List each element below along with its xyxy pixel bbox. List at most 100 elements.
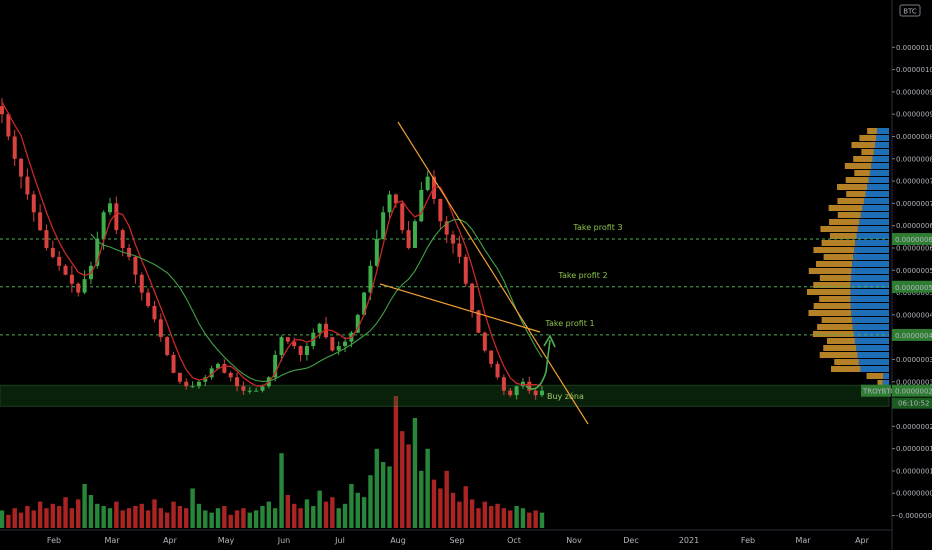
- profile-bar-gold: [812, 331, 854, 337]
- candle-body: [273, 355, 278, 378]
- level-price-box: [892, 328, 932, 341]
- volume-bar: [203, 510, 208, 528]
- candle-body: [114, 203, 119, 231]
- x-tick-label: Jun: [277, 536, 291, 545]
- candle-body: [425, 176, 430, 190]
- profile-bar-blue: [876, 128, 889, 134]
- profile-bar-blue: [859, 219, 889, 225]
- candle-body: [247, 390, 252, 392]
- x-tick-label: Sep: [449, 536, 464, 545]
- volume-bar: [37, 501, 43, 528]
- candle-body: [406, 230, 411, 248]
- profile-bar-gold: [821, 240, 856, 246]
- volume-bar: [69, 508, 75, 528]
- profile-bar-gold: [808, 268, 852, 274]
- profile-bar-blue: [873, 149, 889, 155]
- candle-body: [444, 221, 449, 235]
- profile-bar-blue: [883, 373, 889, 379]
- volume-bar: [139, 503, 144, 528]
- candle-body: [279, 337, 284, 355]
- volume-bar: [152, 499, 157, 528]
- profile-bar-blue: [865, 191, 889, 197]
- volume-bar: [285, 495, 291, 528]
- profile-bar-gold: [830, 366, 861, 372]
- candle-body: [317, 323, 322, 333]
- candle-body: [362, 292, 367, 315]
- buy-zone: Buy zóna: [0, 384, 890, 407]
- x-tick-label: Dec: [623, 536, 638, 545]
- profile-bar-blue: [863, 198, 889, 204]
- profile-bar-gold: [829, 219, 860, 225]
- candle-body: [470, 283, 475, 311]
- candle-body: [527, 381, 532, 391]
- x-tick-label: Oct: [507, 536, 521, 545]
- profile-bar-blue: [850, 296, 889, 302]
- candle-body: [63, 265, 68, 275]
- candle-body: [158, 319, 163, 338]
- candle-body: [298, 346, 303, 355]
- candle-body: [393, 194, 398, 204]
- volume-bars: [0, 396, 545, 528]
- currency-badge: [899, 4, 921, 17]
- volume-bar: [171, 501, 176, 528]
- candle-body: [190, 386, 195, 388]
- profile-bar-blue: [855, 240, 889, 246]
- profile-bar-gold: [846, 191, 866, 197]
- profile-bar-blue: [869, 170, 889, 176]
- candle-body: [6, 114, 11, 137]
- volume-bar: [476, 508, 481, 528]
- candle-body: [57, 256, 62, 266]
- candle-body: [171, 355, 176, 373]
- x-tick-label: Aug: [390, 536, 406, 545]
- volume-bar: [514, 506, 519, 528]
- volume-bar: [450, 492, 456, 528]
- profile-bar-gold: [823, 254, 854, 260]
- profile-bar-gold: [813, 247, 855, 253]
- volume-bar: [495, 503, 500, 528]
- current-price-label: 0.00000028: [895, 388, 932, 396]
- candle-body: [463, 256, 468, 284]
- profile-bar-blue: [853, 254, 889, 260]
- x-tick-label: Mar: [795, 536, 811, 545]
- volume-bar: [88, 495, 94, 528]
- profile-bar-blue: [851, 310, 889, 316]
- take-profit-levels: Take profit 3 0.00000062 Take profit 2 0.00…: [0, 223, 932, 341]
- buy-zone-label: Buy zóna: [547, 391, 584, 401]
- candle-body: [146, 292, 151, 306]
- profile-bar-gold: [826, 338, 855, 344]
- volume-bar: [260, 506, 265, 528]
- volume-bar: [50, 503, 56, 528]
- volume-bar: [330, 497, 335, 528]
- candle-body: [108, 203, 112, 213]
- volume-bar: [311, 506, 316, 528]
- volume-bar: [107, 508, 113, 528]
- candle-body: [368, 265, 373, 293]
- x-tick-label: 2021: [679, 536, 699, 545]
- volume-bar: [253, 510, 259, 528]
- candle-body: [139, 274, 144, 293]
- candle-body: [374, 239, 379, 266]
- volume-bar: [272, 508, 278, 528]
- symbol-label: TROYBTC: [862, 388, 895, 396]
- volume-bar: [374, 448, 380, 528]
- volume-bar: [361, 497, 367, 528]
- volume-bar: [82, 484, 87, 528]
- candle-body: [292, 341, 297, 347]
- y-tick-label: 0.00000105: [896, 44, 932, 52]
- buy-zone-rect: [0, 384, 890, 407]
- candle-body: [44, 230, 49, 248]
- profile-bar-gold: [845, 177, 869, 183]
- candle-body: [451, 234, 456, 244]
- profile-bar-blue: [860, 212, 889, 218]
- profile-bar-gold: [821, 317, 852, 323]
- profile-bar-blue: [853, 331, 889, 337]
- volume-bar: [76, 499, 81, 528]
- volume-bar: [196, 503, 202, 528]
- candle-body: [381, 212, 386, 240]
- volume-bar: [342, 503, 348, 528]
